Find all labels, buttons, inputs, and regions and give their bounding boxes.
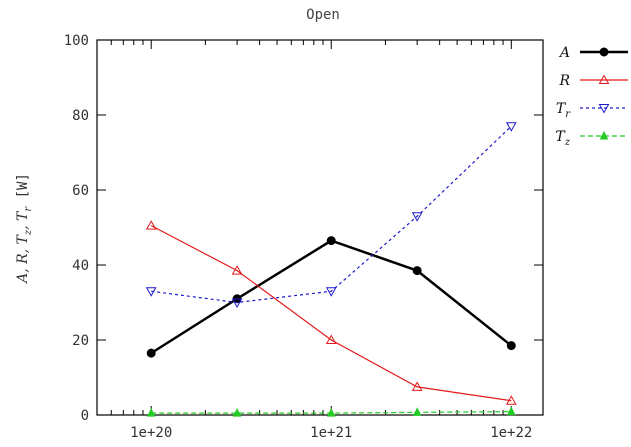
y-tick-label: 60 <box>72 183 89 199</box>
y-tick-label: 80 <box>72 108 89 124</box>
y-tick-label: 40 <box>72 258 89 274</box>
y-axis-label-main: A, R, T <box>15 233 31 284</box>
data-point-tr <box>411 212 423 222</box>
axis-ticks <box>97 39 543 416</box>
y-axis-label-sub-z: z <box>23 229 34 236</box>
tick-labels: 0 20 40 60 80 100 1e+20 1e+21 1e+22 <box>64 33 533 441</box>
data-point-tr <box>145 287 157 297</box>
legend-marker-tz <box>599 130 609 140</box>
data-point-a <box>326 236 336 246</box>
data-point-tz <box>232 408 242 417</box>
series-line-tr <box>151 125 512 304</box>
data-point-r <box>325 334 337 344</box>
data-point-tz <box>326 408 336 417</box>
legend-marker-tr <box>598 104 610 114</box>
y-axis-label-sub-r: r <box>23 206 34 212</box>
y-axis-label: A, R, Tz, Tr [W] <box>15 173 34 285</box>
data-point-r <box>231 265 243 275</box>
data-point-a <box>506 341 516 351</box>
x-tick-label: 1e+21 <box>310 425 352 441</box>
chart-title: Open <box>306 7 340 23</box>
series-group <box>145 122 517 417</box>
legend: AR Tr Tz <box>555 45 628 148</box>
legend-label-r: R <box>558 73 570 89</box>
data-point-tz <box>146 408 156 417</box>
data-point-tz <box>412 407 422 416</box>
plot-frame <box>96 39 544 416</box>
data-point-a <box>412 266 422 276</box>
data-point-a <box>146 348 156 358</box>
x-tick-label: 1e+22 <box>490 425 532 441</box>
y-tick-label: 100 <box>64 33 89 49</box>
series-line-r <box>150 225 512 402</box>
y-tick-label: 0 <box>81 408 89 424</box>
data-point-tr <box>325 287 337 297</box>
y-axis-label-unit: [W] <box>15 173 31 198</box>
y-tick-label: 20 <box>72 333 89 349</box>
legend-label-tz: Tz <box>555 129 570 148</box>
legend-label-a: A <box>558 45 570 61</box>
data-point-tr <box>505 122 517 132</box>
legend-marker-r <box>598 74 610 84</box>
legend-marker-a <box>599 47 609 57</box>
data-point-r <box>411 381 423 391</box>
x-tick-label: 1e+20 <box>130 425 172 441</box>
legend-label-tr: Tr <box>556 101 571 120</box>
data-point-r <box>145 220 157 230</box>
data-point-tz <box>506 406 516 416</box>
data-point-r <box>505 395 517 405</box>
data-point-tr <box>231 298 243 309</box>
